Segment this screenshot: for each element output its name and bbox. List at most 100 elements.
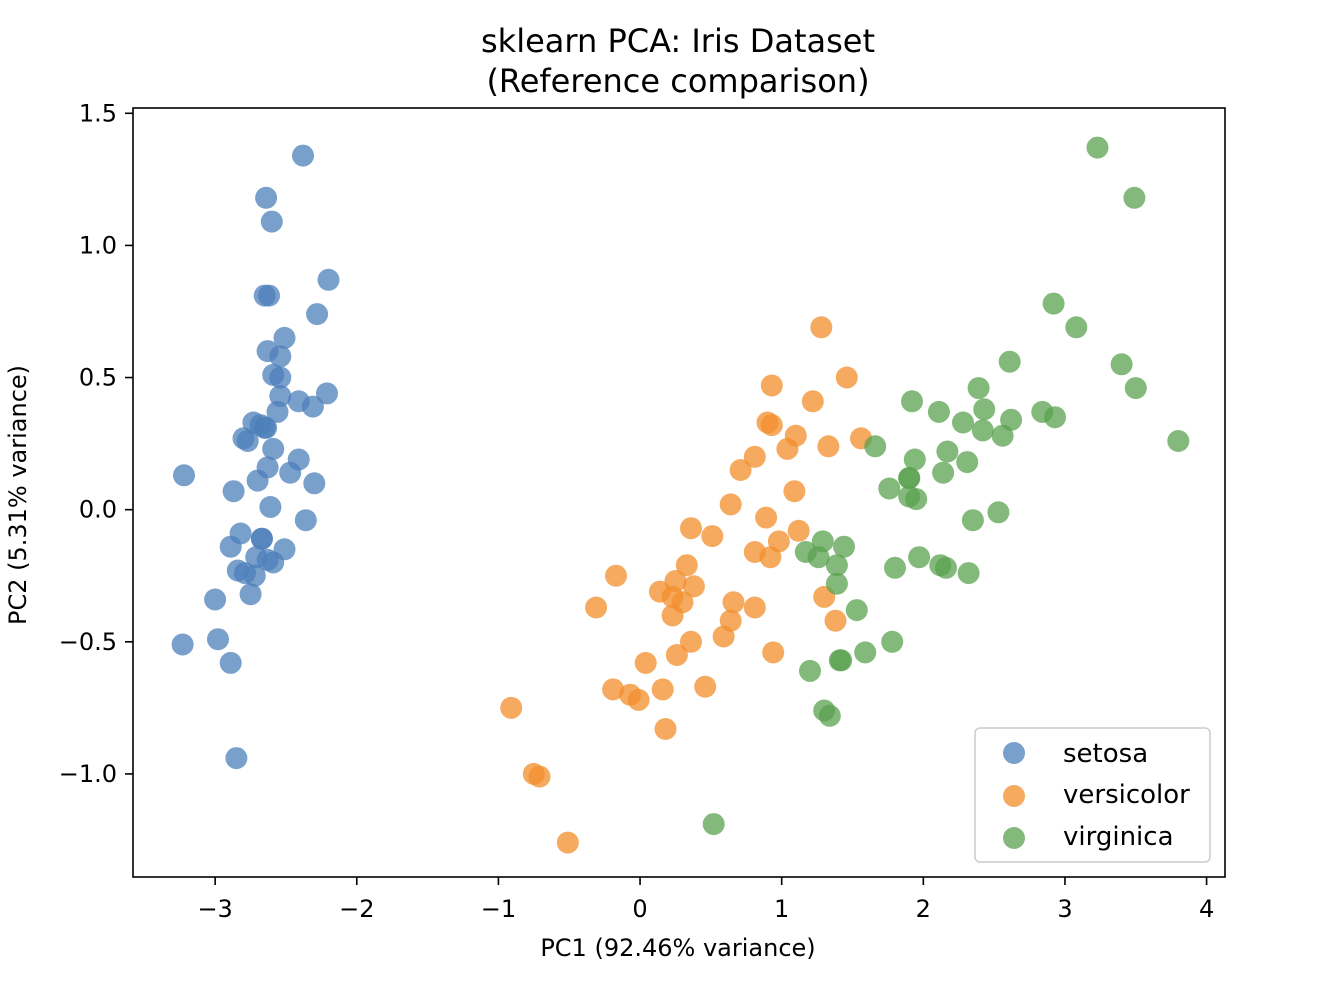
point-setosa-40 bbox=[236, 430, 259, 452]
point-setosa-14 bbox=[255, 186, 278, 209]
point-versicolor-41 bbox=[755, 506, 778, 529]
point-versicolor-43 bbox=[528, 765, 551, 788]
point-setosa-45 bbox=[243, 564, 266, 587]
legend-marker-virginica bbox=[1003, 827, 1025, 849]
point-setosa-24 bbox=[294, 509, 317, 532]
point-versicolor-8 bbox=[776, 437, 799, 460]
point-setosa-3 bbox=[239, 583, 262, 606]
point-virginica-39 bbox=[927, 400, 950, 423]
y-tick-label-3: 0.5 bbox=[79, 364, 117, 392]
point-virginica-33 bbox=[833, 535, 855, 558]
point-virginica-0 bbox=[987, 501, 1010, 524]
point-versicolor-35 bbox=[743, 445, 766, 468]
point-versicolor-16 bbox=[722, 591, 745, 614]
point-setosa-34 bbox=[250, 527, 273, 550]
y-tick-label-1: −0.5 bbox=[59, 628, 117, 656]
point-virginica-22 bbox=[1124, 377, 1147, 400]
point-virginica-6 bbox=[702, 813, 725, 836]
point-versicolor-3 bbox=[654, 718, 677, 740]
legend-frame bbox=[974, 727, 1211, 863]
point-setosa-48 bbox=[269, 345, 292, 368]
point-setosa-11 bbox=[259, 496, 282, 518]
point-virginica-18 bbox=[1167, 430, 1190, 452]
point-virginica-31 bbox=[1086, 136, 1109, 159]
point-virginica-4 bbox=[961, 509, 984, 532]
legend-label-versicolor: versicolor bbox=[1063, 780, 1190, 810]
points-layer bbox=[171, 136, 1190, 854]
point-virginica-48 bbox=[898, 467, 921, 489]
point-versicolor-12 bbox=[665, 644, 688, 666]
point-setosa-44 bbox=[316, 382, 338, 405]
point-virginica-37 bbox=[898, 485, 921, 508]
point-setosa-41 bbox=[225, 747, 248, 770]
point-setosa-10 bbox=[273, 326, 296, 349]
legend-marker-versicolor bbox=[1003, 785, 1025, 807]
point-versicolor-48 bbox=[500, 696, 523, 719]
point-virginica-3 bbox=[908, 546, 931, 569]
point-setosa-49 bbox=[246, 469, 269, 492]
y-tick-label-4: 1.0 bbox=[79, 231, 117, 259]
x-axis-label: PC1 (92.46% variance) bbox=[540, 934, 815, 962]
point-versicolor-36 bbox=[801, 390, 824, 413]
point-virginica-40 bbox=[956, 451, 979, 474]
point-setosa-42 bbox=[204, 588, 227, 611]
x-tick-label-3: 0 bbox=[632, 895, 647, 923]
chart-subtitle: (Reference comparison) bbox=[486, 62, 869, 100]
point-setosa-6 bbox=[229, 522, 252, 545]
x-tick-label-7: 4 bbox=[1199, 895, 1214, 923]
point-virginica-21 bbox=[799, 659, 821, 682]
point-versicolor-4 bbox=[783, 480, 806, 503]
point-virginica-43 bbox=[991, 424, 1014, 447]
point-virginica-12 bbox=[936, 440, 959, 463]
point-virginica-49 bbox=[825, 572, 848, 595]
x-tick-label-0: −3 bbox=[197, 895, 232, 923]
point-virginica-44 bbox=[971, 419, 994, 442]
x-tick-label-4: 1 bbox=[774, 895, 789, 923]
point-setosa-31 bbox=[287, 390, 310, 413]
point-virginica-17 bbox=[1123, 186, 1146, 209]
point-setosa-43 bbox=[287, 448, 310, 471]
point-virginica-36 bbox=[932, 461, 955, 484]
point-versicolor-28 bbox=[743, 541, 766, 563]
point-virginica-34 bbox=[881, 630, 904, 653]
point-virginica-45 bbox=[903, 448, 926, 471]
point-setosa-27 bbox=[266, 400, 289, 423]
point-versicolor-37 bbox=[743, 596, 766, 619]
point-virginica-27 bbox=[811, 530, 834, 553]
point-versicolor-21 bbox=[680, 517, 702, 540]
y-axis-label: PC2 (5.31% variance) bbox=[4, 365, 32, 625]
point-setosa-33 bbox=[260, 210, 283, 233]
x-tick-label-2: −1 bbox=[481, 895, 516, 923]
point-virginica-30 bbox=[1031, 400, 1054, 423]
point-virginica-10 bbox=[864, 435, 887, 458]
point-setosa-5 bbox=[306, 303, 329, 326]
x-tick-label-5: 2 bbox=[916, 895, 931, 923]
point-versicolor-33 bbox=[824, 609, 847, 632]
point-virginica-8 bbox=[957, 562, 980, 585]
legend-label-virginica: virginica bbox=[1063, 822, 1174, 852]
point-versicolor-25 bbox=[756, 411, 779, 434]
legend-marker-setosa bbox=[1003, 742, 1025, 764]
y-tick-label-2: 0.0 bbox=[79, 496, 117, 524]
point-setosa-46 bbox=[269, 366, 292, 389]
point-setosa-8 bbox=[219, 651, 242, 674]
point-versicolor-39 bbox=[651, 678, 674, 701]
point-versicolor-10 bbox=[556, 831, 579, 854]
point-setosa-47 bbox=[226, 559, 249, 582]
point-virginica-5 bbox=[1110, 353, 1133, 376]
point-setosa-38 bbox=[207, 628, 229, 651]
point-versicolor-29 bbox=[585, 596, 608, 619]
point-virginica-29 bbox=[967, 377, 990, 400]
point-versicolor-26 bbox=[817, 435, 840, 458]
point-setosa-23 bbox=[303, 472, 326, 495]
point-versicolor-20 bbox=[787, 519, 810, 542]
chart-title: sklearn PCA: Iris Dataset bbox=[481, 22, 875, 60]
point-versicolor-34 bbox=[712, 625, 735, 648]
point-versicolor-2 bbox=[835, 366, 858, 389]
point-setosa-22 bbox=[173, 464, 195, 487]
point-versicolor-47 bbox=[719, 493, 742, 516]
point-virginica-32 bbox=[935, 556, 957, 579]
plot-frame bbox=[132, 107, 1226, 878]
point-virginica-47 bbox=[878, 477, 901, 500]
